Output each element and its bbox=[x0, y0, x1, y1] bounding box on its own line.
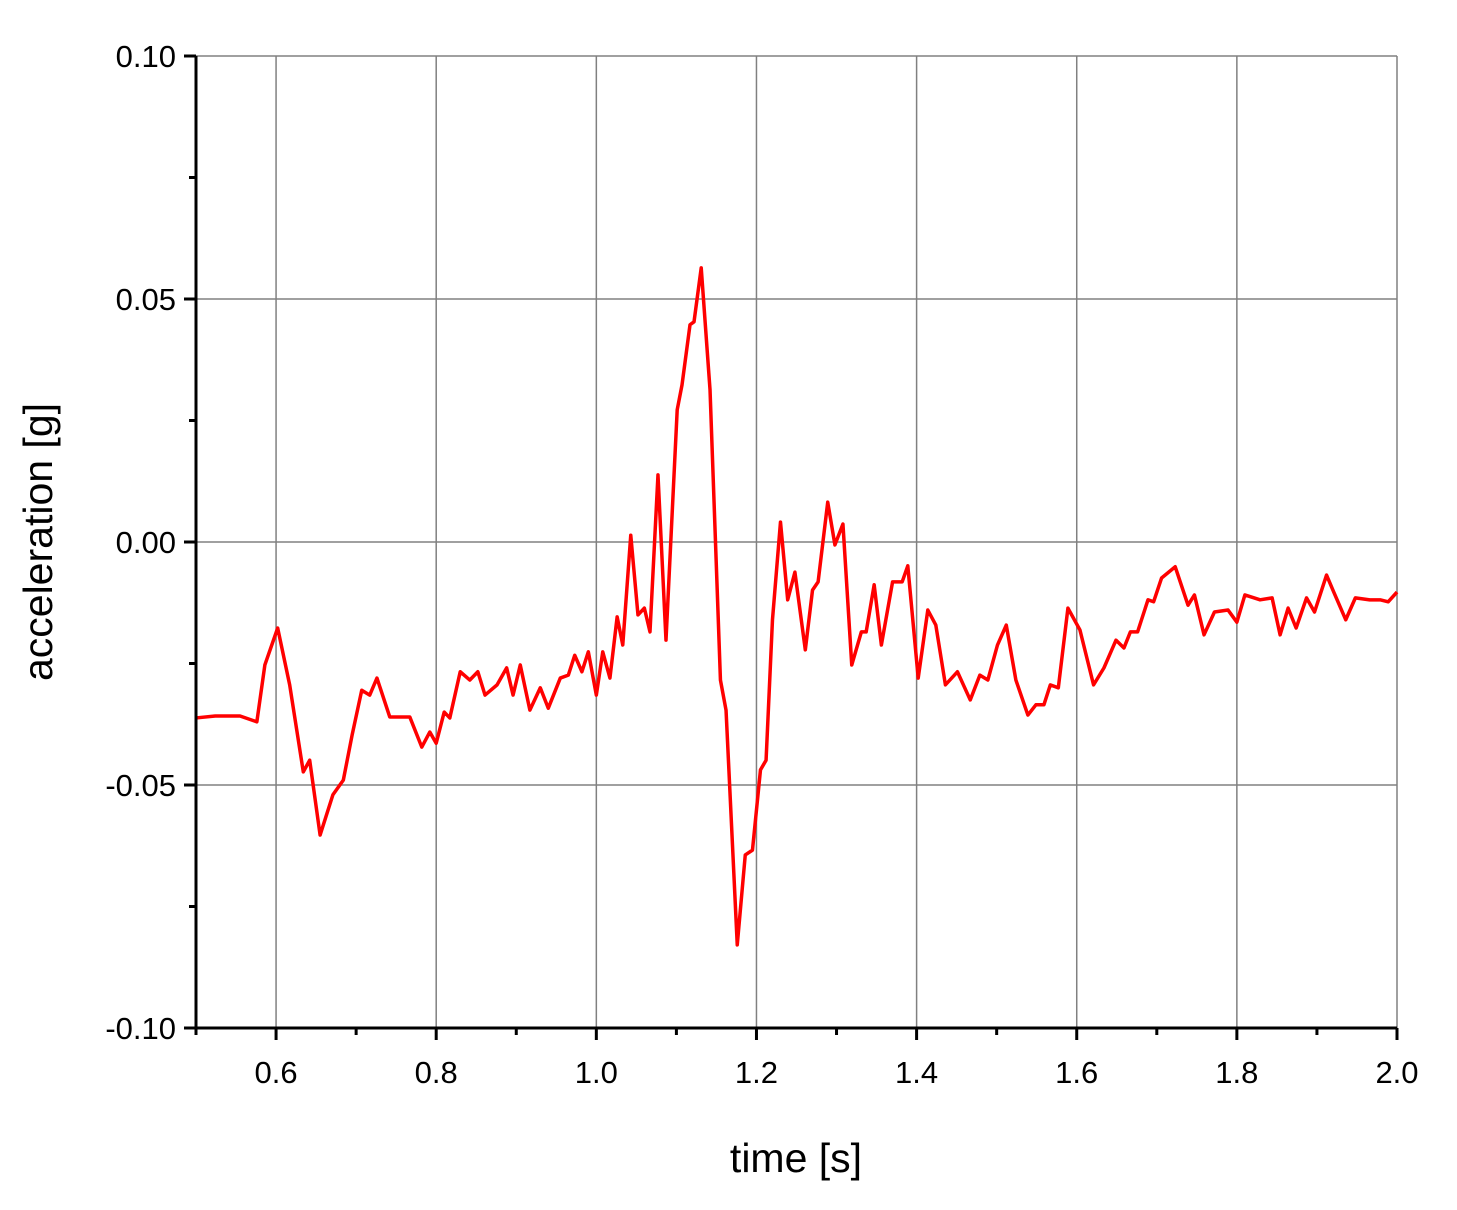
x-tick-label: 1.4 bbox=[895, 1055, 938, 1090]
x-tick-label: 0.6 bbox=[255, 1055, 298, 1090]
x-tick-label: 1.0 bbox=[575, 1055, 618, 1090]
y-tick-label: 0.00 bbox=[116, 525, 176, 560]
y-tick-label: -0.05 bbox=[105, 768, 176, 803]
x-tick-label: 1.6 bbox=[1055, 1055, 1098, 1090]
y-tick-label: -0.10 bbox=[105, 1011, 176, 1046]
x-tick-label: 2.0 bbox=[1375, 1055, 1418, 1090]
x-tick-label: 0.8 bbox=[415, 1055, 458, 1090]
data-line bbox=[195, 266, 1399, 947]
y-axis-label: acceleration [g] bbox=[15, 403, 61, 681]
plot bbox=[195, 266, 1399, 947]
axes: 0.6 0.8 1.0 1.2 1.4 1.6 1.8 2.0 -0.10 -0.05 0.00 0.… bbox=[105, 39, 1418, 1090]
x-tick-label: 1.8 bbox=[1215, 1055, 1258, 1090]
y-tick-label: 0.10 bbox=[116, 39, 176, 74]
grid bbox=[196, 55, 1398, 1029]
x-axis-label: time [s] bbox=[730, 1135, 862, 1181]
y-tick-label: 0.05 bbox=[116, 282, 176, 317]
x-tick-label: 1.2 bbox=[735, 1055, 778, 1090]
